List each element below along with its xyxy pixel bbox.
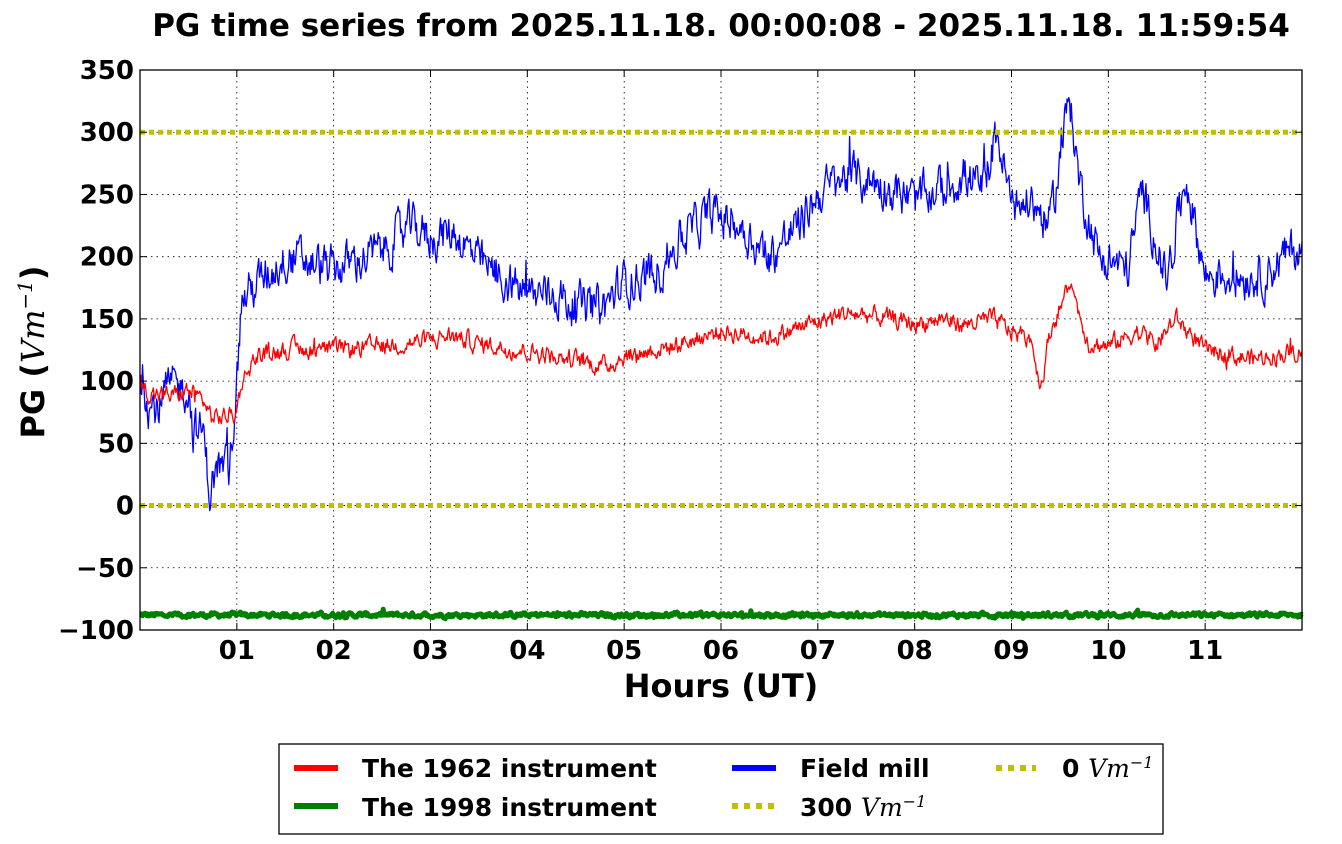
- y-axis-label-close: ): [14, 265, 52, 280]
- legend-label-300-text: 300: [800, 793, 861, 822]
- legend-label-0: 0 Vm−1: [1062, 753, 1153, 784]
- legend-label-300-exp: −1: [903, 792, 927, 811]
- y-tick-label: 300: [80, 118, 134, 148]
- series-line-the-1998-instrument: [138, 606, 1304, 622]
- y-tick-label: 0: [116, 492, 134, 522]
- legend-label-0-unit: Vm: [1088, 754, 1130, 783]
- y-tick-label: 350: [80, 56, 134, 86]
- x-tick-label: 03: [412, 636, 448, 666]
- series-layer: [138, 96, 1304, 622]
- x-tick-label: 04: [509, 636, 545, 666]
- x-tick-label: 09: [993, 636, 1029, 666]
- x-tick-label: 06: [703, 636, 739, 666]
- legend-label-field-mill: Field mill: [800, 754, 930, 783]
- y-axis-label-exponent: −1: [13, 280, 37, 309]
- legend-label-1998: The 1998 instrument: [362, 793, 657, 822]
- legend-item-300: 300 Vm−1: [732, 792, 926, 823]
- legend-item-field-mill: Field mill: [732, 754, 930, 783]
- y-tick-label: 100: [80, 367, 134, 397]
- x-tick-label: 08: [897, 636, 933, 666]
- y-axis-label: PG (Vm−1): [13, 265, 52, 438]
- x-tick-label: 07: [800, 636, 836, 666]
- series-line-the-1962-instrument: [139, 283, 1303, 425]
- legend-label-300-unit: Vm: [861, 793, 903, 822]
- x-tick-label: 02: [316, 636, 352, 666]
- y-tick-label: −50: [76, 554, 134, 584]
- y-tick-label: 150: [80, 305, 134, 335]
- legend-label-0-exp: −1: [1130, 753, 1154, 772]
- legend-label-300: 300 Vm−1: [800, 792, 926, 823]
- axis-ticks: 01 02 03 04 05 06 07 08 09 10 11 350 300 250 200 150 100…: [58, 56, 1302, 666]
- legend: The 1962 instrument The 1998 instrument …: [278, 743, 1164, 835]
- series-line-field-mill: [139, 96, 1303, 512]
- x-tick-label: 05: [606, 636, 642, 666]
- x-axis-label: Hours (UT): [624, 667, 819, 705]
- legend-item-1962: The 1962 instrument: [294, 754, 657, 783]
- x-tick-label: 10: [1090, 636, 1126, 666]
- y-tick-label: 50: [98, 429, 134, 459]
- y-tick-label: −100: [58, 616, 134, 646]
- legend-item-1998: The 1998 instrument: [294, 793, 657, 822]
- y-tick-label: 200: [80, 243, 134, 273]
- y-tick-label: 250: [80, 180, 134, 210]
- legend-item-0: 0 Vm−1: [996, 753, 1153, 784]
- x-tick-label: 01: [219, 636, 255, 666]
- legend-label-1962: The 1962 instrument: [362, 754, 657, 783]
- chart-title: PG time series from 2025.11.18. 00:00:08…: [152, 8, 1290, 44]
- legend-label-0-text: 0: [1062, 754, 1088, 783]
- y-axis-label-unit: Vm: [14, 310, 52, 363]
- reference-lines: [140, 129, 1302, 509]
- legend-frame: [278, 743, 1164, 835]
- x-tick-label: 11: [1187, 636, 1223, 666]
- y-axis-label-text: PG (: [14, 363, 52, 438]
